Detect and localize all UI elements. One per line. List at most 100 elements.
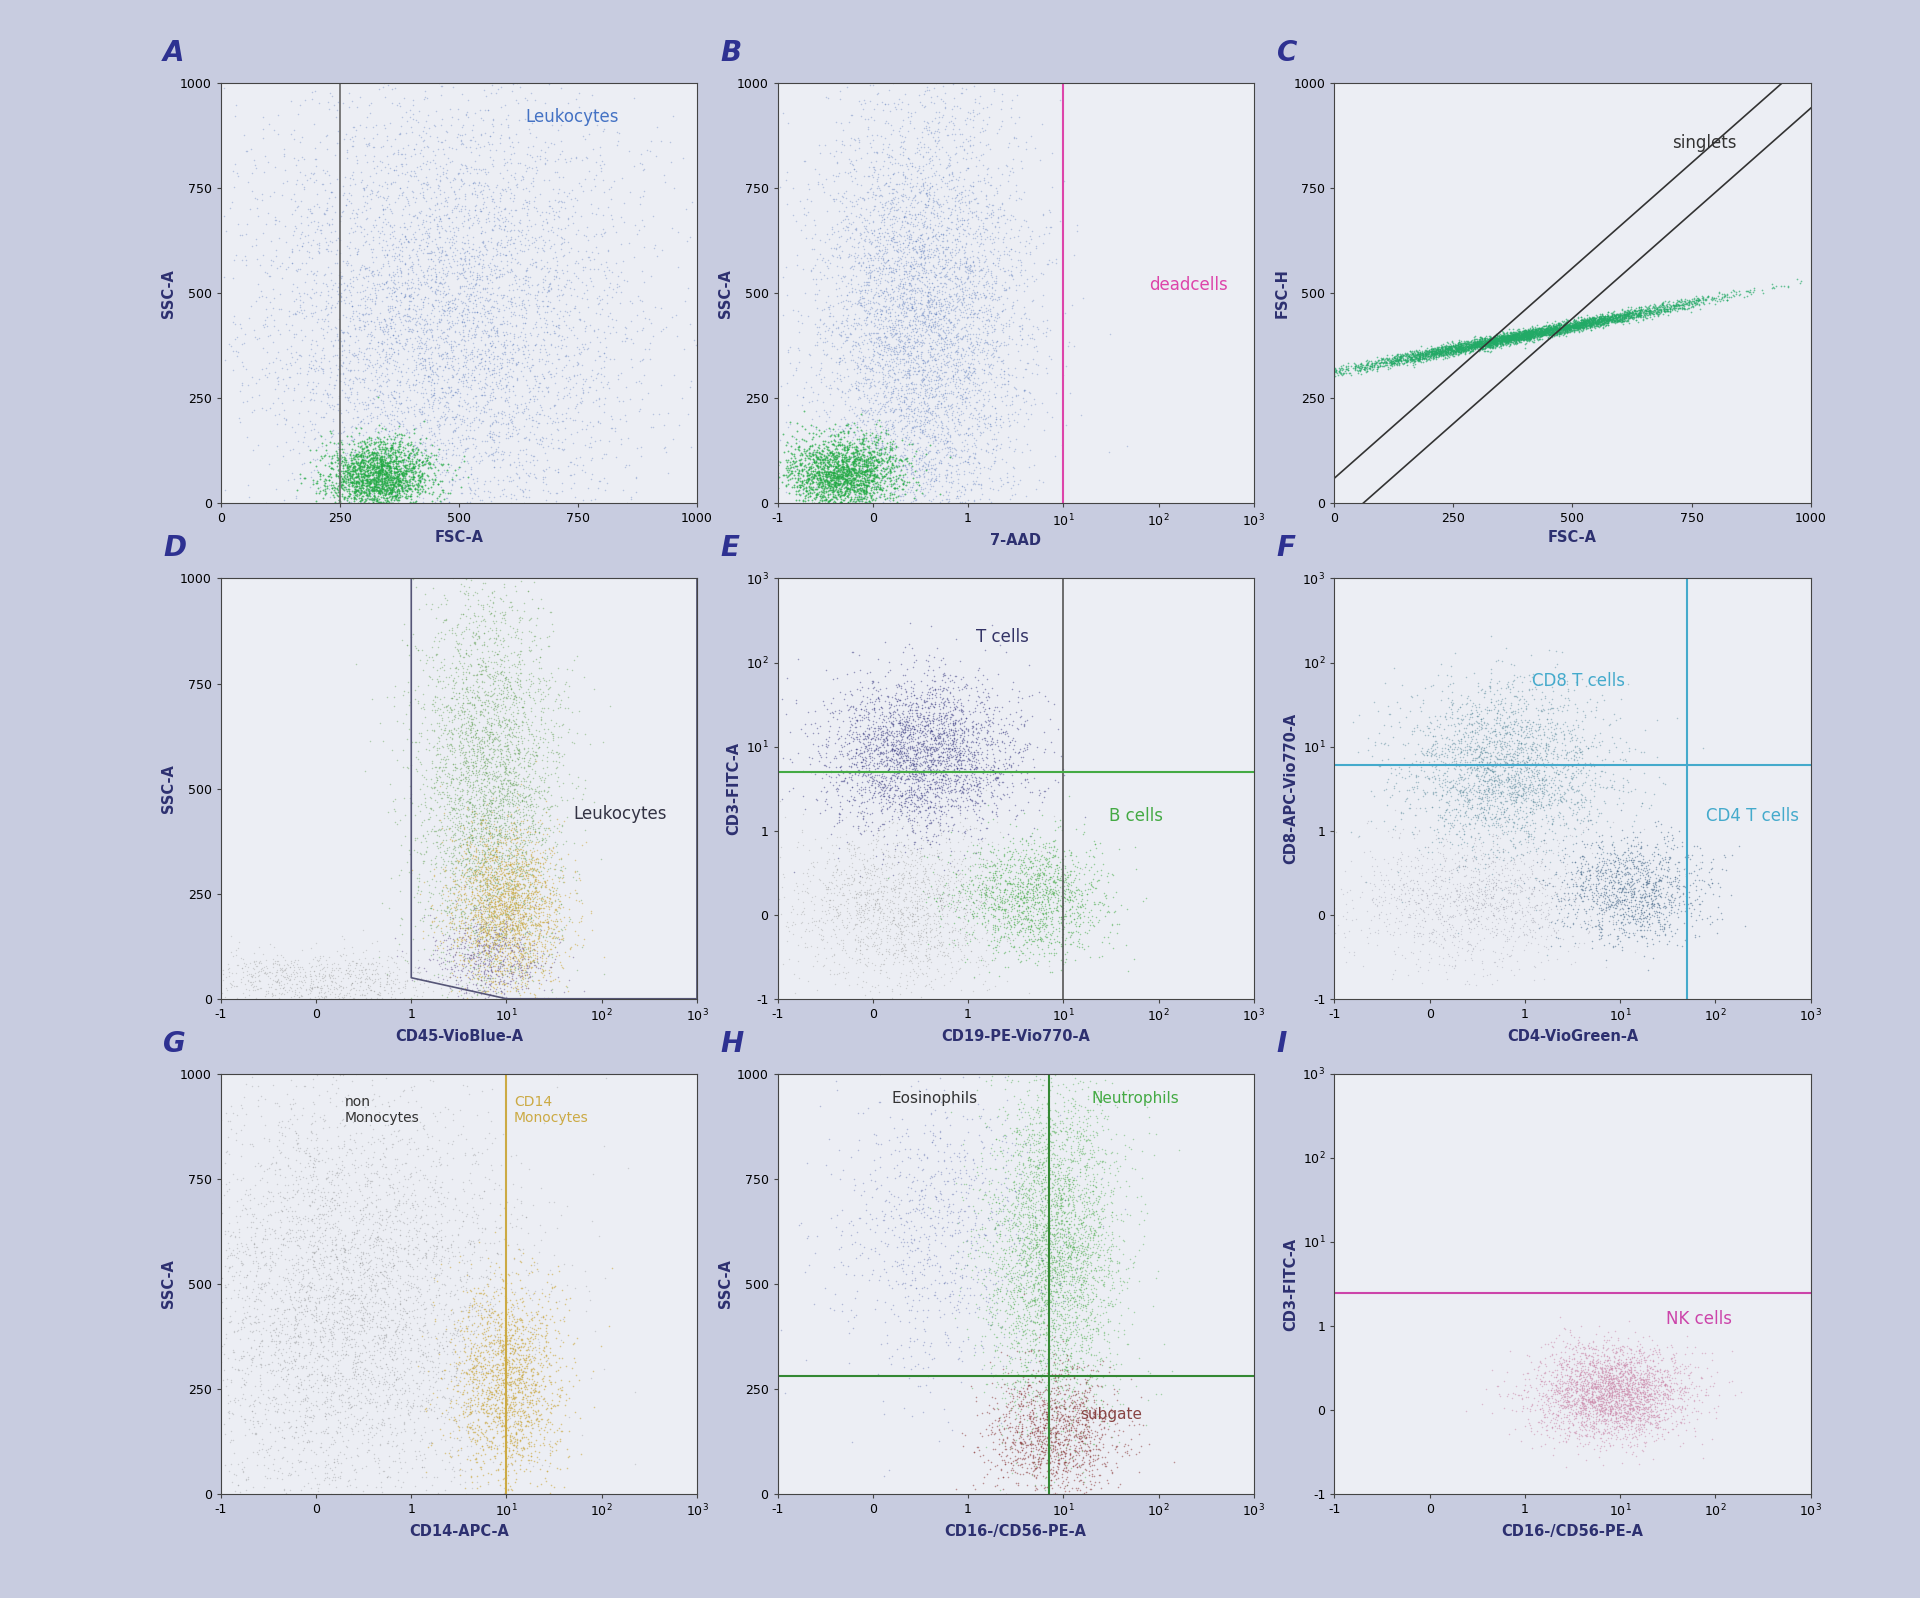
Point (626, 371, 657, 396)
Point (931, 1202, 962, 1227)
Point (227, 1002, 257, 1028)
Point (1500, 764, 1530, 789)
Point (1482, 328, 1513, 353)
Point (847, 431, 877, 457)
Point (993, 746, 1023, 772)
Point (1041, 1433, 1071, 1459)
Point (883, 737, 914, 762)
Point (1519, 318, 1549, 344)
Point (914, 371, 945, 396)
Point (1586, 310, 1617, 336)
Point (866, 208, 897, 233)
Point (989, 1198, 1020, 1224)
Point (1559, 308, 1590, 334)
Point (476, 1333, 507, 1358)
Point (388, 1381, 419, 1406)
Point (1031, 1290, 1062, 1315)
Point (499, 574, 530, 599)
Point (1048, 1198, 1079, 1224)
Point (803, 481, 833, 507)
Point (432, 754, 463, 780)
Point (520, 879, 551, 904)
Point (870, 323, 900, 348)
Point (468, 650, 499, 676)
Point (409, 449, 440, 475)
Point (340, 965, 371, 991)
Point (1578, 310, 1609, 336)
Point (501, 890, 532, 916)
Point (405, 476, 436, 502)
Point (876, 789, 906, 815)
Point (486, 1339, 516, 1365)
Point (914, 77, 945, 102)
Point (449, 1347, 480, 1373)
Point (766, 874, 797, 900)
Point (1052, 1403, 1083, 1429)
Point (1513, 898, 1544, 924)
Point (1062, 1171, 1092, 1197)
Point (960, 281, 991, 307)
Point (891, 1200, 922, 1226)
Point (394, 483, 424, 508)
Point (296, 37, 326, 62)
Point (924, 841, 954, 866)
Point (357, 1144, 388, 1170)
Point (465, 807, 495, 833)
Point (413, 1347, 444, 1373)
Point (1617, 868, 1647, 893)
Point (378, 352, 409, 377)
Point (987, 316, 1018, 342)
Point (1622, 1350, 1653, 1376)
Point (1501, 713, 1532, 738)
Point (1033, 1377, 1064, 1403)
Point (378, 379, 409, 404)
Point (332, 1266, 363, 1291)
Point (881, 344, 912, 369)
Point (787, 468, 818, 494)
Point (344, 238, 374, 264)
Point (1632, 1366, 1663, 1392)
Point (1655, 1346, 1686, 1371)
Point (912, 460, 943, 486)
Point (876, 288, 906, 313)
Point (453, 475, 484, 500)
Point (488, 788, 518, 813)
Point (455, 988, 486, 1013)
Point (499, 166, 530, 192)
Point (927, 885, 958, 911)
Point (530, 828, 561, 853)
Point (407, 449, 438, 475)
Point (1613, 1414, 1644, 1440)
Point (851, 885, 881, 911)
Point (770, 462, 801, 487)
Point (524, 735, 555, 761)
Point (1300, 892, 1331, 917)
Point (524, 912, 555, 938)
Point (453, 930, 484, 956)
Point (833, 470, 864, 495)
Point (1331, 879, 1361, 904)
Point (1450, 332, 1480, 358)
Point (453, 738, 484, 764)
Point (426, 708, 457, 733)
Point (455, 847, 486, 873)
Y-axis label: CD3-FITC-A: CD3-FITC-A (1283, 1237, 1298, 1331)
Point (434, 1438, 465, 1464)
Point (307, 1342, 338, 1368)
Point (799, 465, 829, 491)
Point (503, 917, 534, 943)
Point (1486, 323, 1517, 348)
Point (399, 1421, 430, 1446)
Point (1467, 336, 1498, 361)
Point (227, 1095, 257, 1120)
Point (1634, 1373, 1665, 1398)
Point (1528, 313, 1559, 339)
Point (426, 1296, 457, 1322)
Point (1027, 880, 1058, 906)
Point (920, 401, 950, 427)
Point (1056, 909, 1087, 935)
Point (864, 749, 895, 775)
Point (601, 120, 632, 145)
Point (1469, 332, 1500, 358)
Point (801, 332, 831, 358)
